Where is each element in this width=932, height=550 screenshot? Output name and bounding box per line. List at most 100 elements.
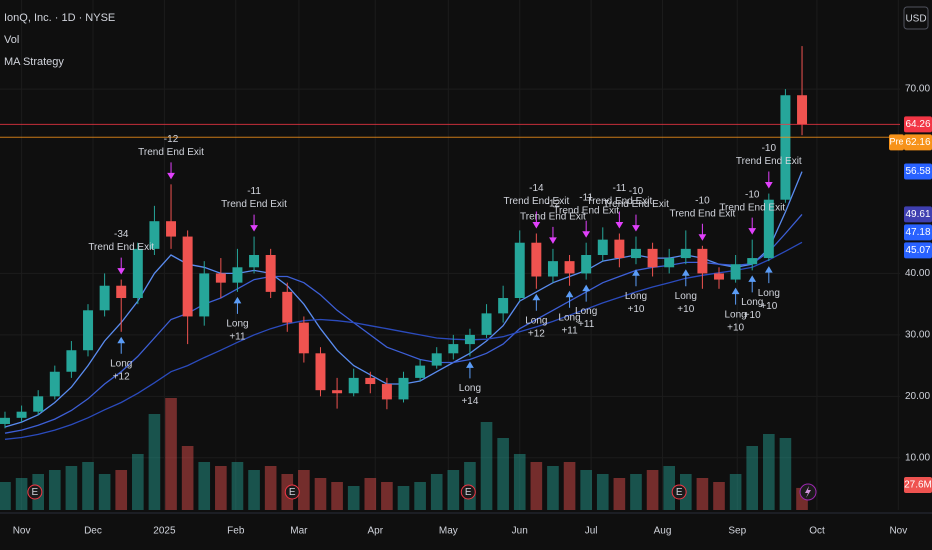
candle-body	[66, 350, 77, 372]
earnings-label: E	[289, 487, 296, 498]
signal-qty: +11	[578, 319, 595, 330]
signal-qty: -11	[579, 192, 593, 203]
candle-body	[282, 291, 293, 323]
x-tick-label: Jun	[512, 526, 528, 537]
price-tag	[904, 163, 932, 180]
volume-bar	[480, 422, 493, 510]
price-tag	[904, 224, 932, 241]
volume-bar	[613, 478, 626, 510]
signal-qty: -12	[164, 134, 179, 145]
earnings-label: E	[676, 487, 683, 498]
candle-body	[332, 390, 343, 394]
signal-label: Long	[459, 383, 481, 394]
earnings-marker	[284, 484, 300, 500]
candle-body	[33, 396, 44, 412]
lightning	[805, 486, 811, 498]
signal-qty: -10	[695, 195, 710, 206]
candle-body	[49, 371, 60, 397]
long-arrow	[532, 293, 541, 311]
exit-arrow	[549, 226, 557, 244]
long-arrow	[764, 266, 773, 284]
volume-bar	[796, 487, 808, 510]
currency[interactable]: USD	[905, 14, 926, 25]
signal-qty: +10	[627, 304, 644, 315]
volume-bar	[148, 414, 161, 510]
price-tag-label: 47.18	[905, 227, 930, 238]
x-tick-label: Nov	[889, 526, 907, 537]
flash-icon[interactable]	[799, 483, 817, 501]
signal-label: Trend End Exit	[719, 202, 785, 213]
candle-body	[564, 261, 575, 274]
signal-qty: -10	[762, 143, 777, 154]
candle-body	[714, 273, 724, 280]
signal-label: Long	[525, 315, 547, 326]
volume-bar	[729, 474, 742, 510]
signal-qty: +12	[528, 328, 545, 339]
x-tick-label: May	[439, 526, 458, 537]
signal-qty: -11	[613, 183, 627, 194]
price-tag-badge-label: Pre	[889, 137, 903, 147]
x-tick-label: Jul	[585, 526, 598, 537]
candle-body	[797, 95, 808, 125]
candle-body	[730, 264, 741, 280]
signal-qty: -14	[529, 183, 544, 194]
x-tick-label: Feb	[227, 526, 245, 537]
candle-body	[0, 417, 10, 424]
signal-label: Trend End Exit	[138, 147, 204, 158]
signal-qty: +10	[744, 310, 761, 321]
exit-arrow	[250, 214, 258, 232]
volume-bar	[115, 470, 128, 510]
signal-qty: +12	[113, 371, 130, 382]
earnings-marker	[460, 484, 476, 500]
signal-label: Long	[758, 288, 780, 299]
candle-body	[647, 248, 658, 268]
long-arrow	[117, 336, 126, 354]
x-tick-label: Oct	[809, 526, 825, 537]
axes: 10.00 20.00 30.00 40.00 70.00 Nov Dec 2025 Feb Ma…	[13, 84, 932, 537]
candle-body	[697, 248, 708, 274]
price-axis-panel	[900, 0, 932, 550]
price-tag	[904, 134, 932, 151]
signal-label: Trend End Exit	[88, 242, 154, 253]
volume-bar	[165, 398, 177, 510]
x-tick-label: 2025	[153, 526, 176, 537]
candle-body	[298, 322, 309, 354]
price-tag-label: 45.07	[905, 245, 930, 256]
signal-qty: -34	[114, 229, 129, 240]
x-tick-label: Dec	[84, 526, 102, 537]
candle-body	[16, 411, 27, 418]
candle-body	[249, 255, 260, 268]
price-tag-badge	[889, 134, 904, 151]
long-arrow	[748, 275, 757, 293]
signal-label: Trend End Exit	[553, 205, 619, 216]
signal-label: Trend End Exit	[670, 208, 736, 219]
x-tick-label: Aug	[654, 526, 672, 537]
exit-arrow	[582, 220, 591, 238]
y-tick-label: 30.00	[905, 330, 930, 341]
volume-bar	[563, 462, 576, 510]
plot-area: Trend End Exit -34 Long +12 Trend End Exit -1…	[0, 0, 900, 510]
exit-arrow	[532, 211, 541, 229]
volume-tag	[904, 477, 932, 493]
candle-body	[398, 377, 409, 400]
exit-arrow	[698, 223, 707, 241]
signal-label: Long	[741, 297, 763, 308]
chart-title: IonQ, Inc. · 1D · NYSE	[4, 12, 115, 24]
candle-body	[664, 258, 675, 268]
volume-bar	[331, 482, 343, 510]
exit-arrow	[167, 162, 175, 180]
signal-label: Trend End Exit	[503, 196, 569, 207]
volume-bar	[447, 470, 460, 510]
volume-bar	[497, 438, 509, 510]
currency-box[interactable]	[903, 6, 929, 30]
volume-bar	[198, 462, 211, 510]
candle-body	[99, 285, 110, 311]
y-tick-label: 10.00	[905, 452, 930, 463]
volume-tag-label: 27.6M	[904, 480, 932, 491]
candle-body	[149, 221, 160, 249]
volume-bar	[298, 470, 310, 510]
long-arrow	[731, 287, 740, 305]
price-tag-label: 49.61	[905, 209, 930, 220]
candle-body	[780, 95, 791, 200]
